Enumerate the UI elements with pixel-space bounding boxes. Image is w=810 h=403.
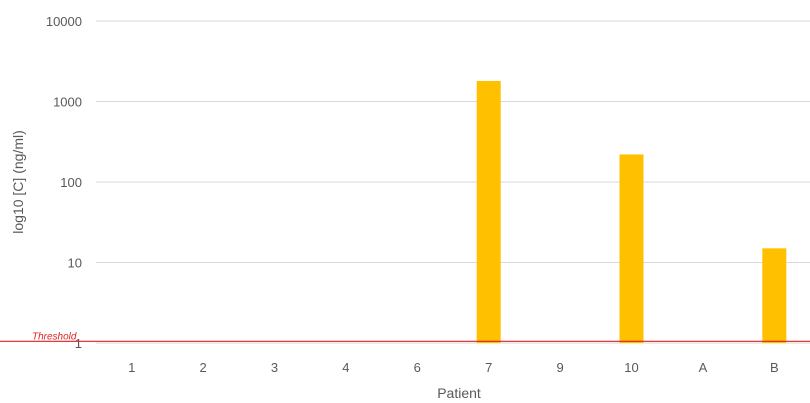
x-tick-label: 4 — [342, 360, 349, 375]
x-tick-label: 3 — [271, 360, 278, 375]
x-tick-label: 9 — [556, 360, 563, 375]
x-tick-label: 7 — [485, 360, 492, 375]
y-axis-title: log10 [C] (ng/ml) — [10, 130, 26, 233]
y-tick-label: 10000 — [46, 14, 82, 29]
x-axis-title: Patient — [437, 385, 481, 401]
bar — [476, 80, 501, 343]
y-tick-label: 100 — [60, 175, 82, 190]
grid-lines — [96, 20, 810, 344]
x-tick-label: B — [770, 360, 779, 375]
x-tick-label: A — [699, 360, 708, 375]
bars — [476, 80, 787, 343]
y-tick-label: 10 — [68, 256, 82, 271]
x-tick-label: 1 — [128, 360, 135, 375]
bar — [762, 248, 787, 343]
bar — [619, 154, 644, 343]
x-tick-label: 2 — [199, 360, 206, 375]
x-tick-label: 10 — [624, 360, 638, 375]
threshold-label: Threshold — [32, 331, 77, 342]
y-tick-label: 1 — [75, 336, 82, 351]
y-tick-label: 1000 — [53, 95, 82, 110]
x-axis-ticks: 1 2 3 4 6 7 9 10 A B — [128, 360, 779, 375]
x-tick-label: 6 — [414, 360, 421, 375]
y-axis-ticks: 1 10 100 1000 10000 — [46, 14, 82, 351]
